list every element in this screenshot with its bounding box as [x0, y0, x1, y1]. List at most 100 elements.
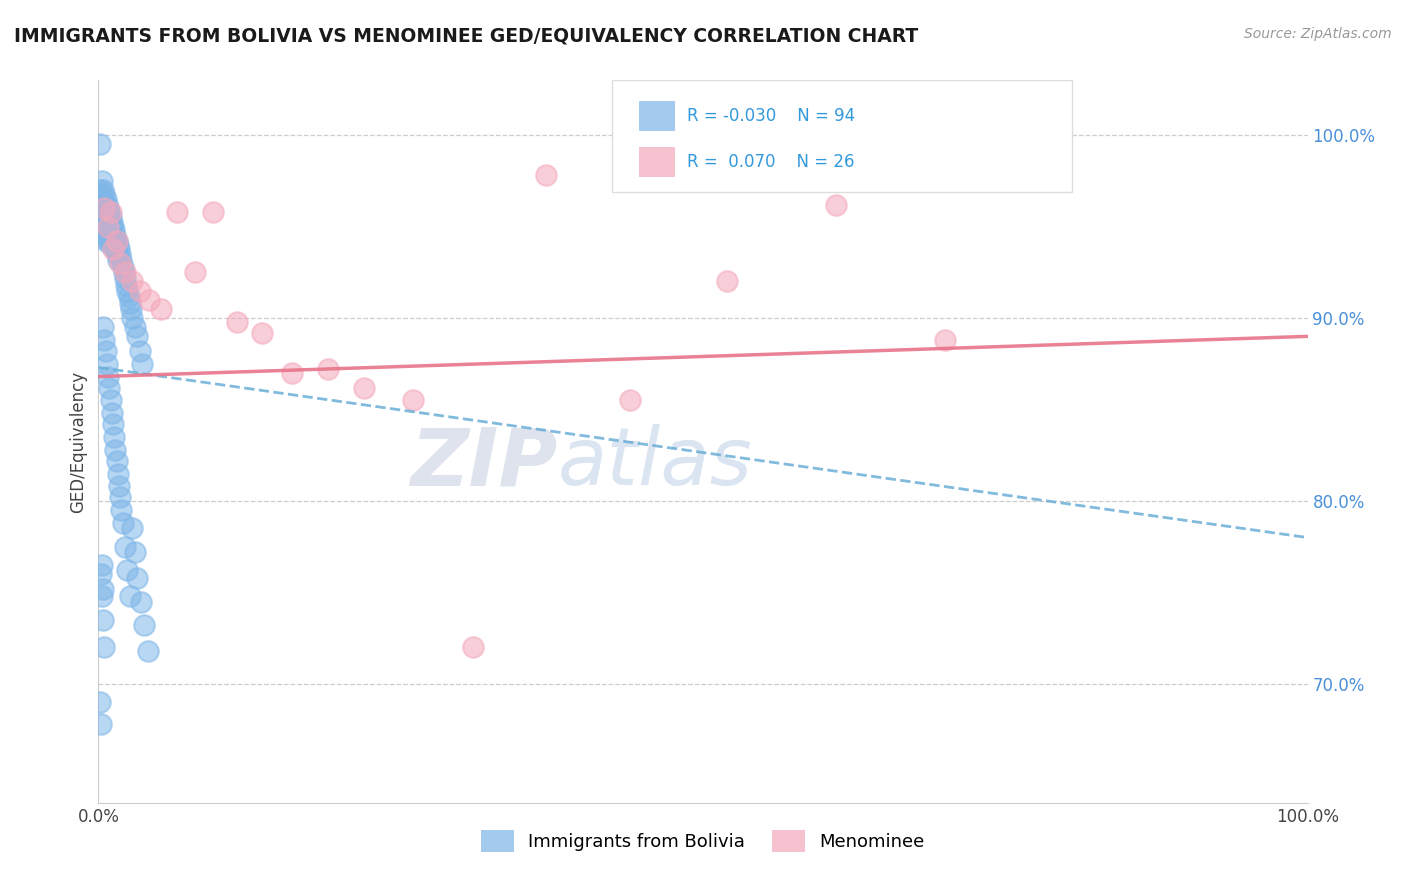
Point — [402, 393, 425, 408]
Point — [96, 197, 118, 211]
Point — [100, 205, 122, 219]
Point — [281, 366, 304, 380]
Text: Source: ZipAtlas.com: Source: ZipAtlas.com — [1244, 27, 1392, 41]
Point — [91, 219, 114, 234]
Point — [115, 278, 138, 293]
Point — [100, 211, 122, 225]
Point — [91, 582, 114, 596]
Point — [118, 289, 141, 303]
Point — [114, 270, 136, 285]
Point — [226, 315, 249, 329]
Point — [104, 442, 127, 457]
Point — [93, 202, 115, 216]
Point — [100, 406, 122, 420]
Point — [100, 216, 122, 230]
Point — [103, 238, 125, 252]
Legend: Immigrants from Bolivia, Menominee: Immigrants from Bolivia, Menominee — [474, 822, 932, 859]
Text: ZIP: ZIP — [411, 425, 558, 502]
Point — [934, 333, 956, 347]
Point — [111, 260, 134, 274]
Text: IMMIGRANTS FROM BOLIVIA VS MENOMINEE GED/EQUIVALENCY CORRELATION CHART: IMMIGRANTS FROM BOLIVIA VS MENOMINEE GED… — [14, 27, 918, 45]
Point — [89, 183, 111, 197]
Point — [89, 137, 111, 152]
Point — [101, 234, 124, 248]
Point — [90, 717, 112, 731]
Point — [97, 202, 120, 216]
Point — [93, 333, 115, 347]
Point — [93, 186, 115, 201]
Point — [463, 640, 485, 655]
Point — [121, 275, 143, 289]
Point — [96, 357, 118, 371]
Point — [94, 343, 117, 358]
Point — [90, 567, 112, 582]
Point — [716, 275, 738, 289]
Point — [127, 571, 149, 585]
Point — [91, 183, 114, 197]
Point — [100, 223, 122, 237]
Point — [184, 265, 207, 279]
Point — [98, 205, 121, 219]
Point — [121, 311, 143, 326]
Point — [91, 211, 114, 225]
Point — [100, 393, 122, 408]
Point — [166, 205, 188, 219]
Point — [91, 320, 114, 334]
Point — [114, 540, 136, 554]
Bar — [638, 101, 675, 131]
Point — [118, 296, 141, 310]
Point — [90, 186, 112, 201]
Point — [316, 362, 339, 376]
Point — [105, 234, 128, 248]
Point — [202, 205, 225, 219]
Point — [105, 454, 128, 468]
Point — [94, 234, 117, 248]
Point — [108, 247, 131, 261]
Point — [91, 174, 114, 188]
Point — [104, 242, 127, 256]
Point — [134, 618, 156, 632]
Point — [91, 589, 114, 603]
Point — [104, 228, 127, 243]
Point — [110, 252, 132, 267]
Point — [534, 169, 557, 183]
Point — [103, 430, 125, 444]
Point — [250, 326, 273, 340]
Point — [101, 219, 124, 234]
Point — [112, 265, 135, 279]
Point — [97, 369, 120, 384]
Point — [117, 284, 139, 298]
Point — [105, 234, 128, 248]
Point — [91, 197, 114, 211]
Point — [129, 594, 152, 608]
Point — [107, 238, 129, 252]
Point — [97, 230, 120, 244]
Bar — [638, 147, 675, 178]
Point — [131, 357, 153, 371]
Point — [91, 613, 114, 627]
Point — [120, 301, 142, 316]
Point — [124, 545, 146, 559]
Y-axis label: GED/Equivalency: GED/Equivalency — [69, 370, 87, 513]
Point — [89, 695, 111, 709]
Point — [93, 202, 115, 216]
Point — [100, 238, 122, 252]
Point — [90, 216, 112, 230]
Point — [100, 228, 122, 243]
Point — [105, 247, 128, 261]
Point — [108, 242, 131, 256]
Point — [96, 225, 118, 239]
Point — [91, 228, 114, 243]
Point — [101, 417, 124, 432]
Point — [101, 242, 124, 256]
Point — [94, 192, 117, 206]
Point — [97, 216, 120, 230]
Point — [96, 211, 118, 225]
Point — [825, 197, 848, 211]
Point — [136, 644, 159, 658]
Point — [108, 479, 131, 493]
Point — [138, 293, 160, 307]
Point — [98, 234, 121, 248]
Point — [114, 265, 136, 279]
Point — [91, 205, 114, 219]
